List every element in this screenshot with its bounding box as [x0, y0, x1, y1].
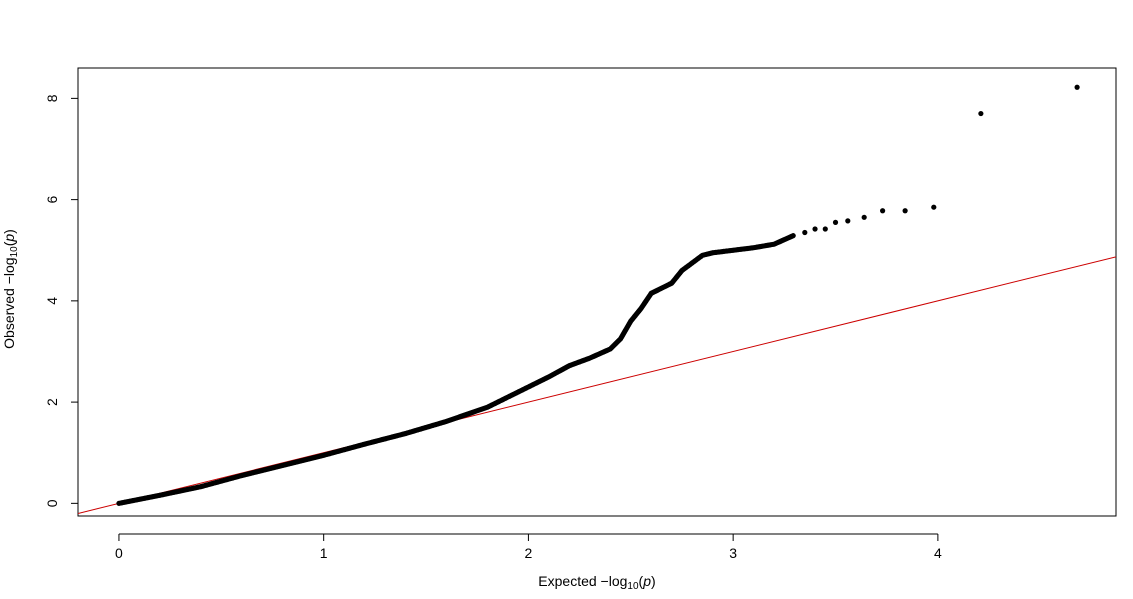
y-tick-label: 6: [44, 196, 60, 204]
data-point: [1074, 84, 1080, 90]
y-tick-label: 8: [44, 94, 60, 102]
x-tick-label: 4: [934, 545, 942, 561]
x-axis-label-variable: p: [642, 573, 651, 589]
y-tick-label: 2: [44, 398, 60, 406]
reference-line: [78, 256, 1116, 514]
y-axis-label: Observed −log10(p): [1, 229, 20, 349]
y-tick-label: 4: [44, 297, 60, 305]
x-axis-label-subscript: 10: [627, 581, 639, 592]
y-axis: 0 2 4 6 8: [44, 94, 79, 507]
y-axis-label-close-paren: ): [1, 229, 17, 234]
x-axis-label-open-paren: (: [639, 573, 644, 589]
y-axis-label-variable: p: [1, 234, 17, 243]
data-point: [822, 226, 828, 232]
data-point: [931, 204, 937, 210]
data-point: [790, 233, 796, 239]
y-axis-label-text: Observed −log: [1, 257, 17, 348]
data-points: [116, 84, 1080, 506]
data-point: [978, 110, 984, 117]
x-tick-label: 2: [525, 545, 533, 561]
plot-frame: [77, 67, 1117, 517]
y-axis-label-subscript: 10: [9, 246, 20, 258]
x-axis-label-close-paren: ): [651, 573, 656, 589]
data-point: [845, 218, 851, 224]
y-tick-label: 0: [44, 499, 60, 507]
data-point: [802, 229, 808, 236]
data-point: [880, 208, 886, 214]
x-tick-label: 0: [115, 545, 123, 561]
x-axis-label: Expected −log10(p): [538, 573, 655, 592]
data-point: [861, 214, 867, 220]
y-axis-label-open-paren: (: [1, 241, 17, 246]
data-point: [812, 226, 818, 232]
x-axis: 0 1 2 3 4: [115, 533, 942, 561]
x-axis-label-text: Expected −log: [538, 573, 627, 589]
data-point: [832, 219, 839, 225]
x-tick-label: 3: [729, 545, 737, 561]
data-point: [902, 208, 908, 214]
x-tick-label: 1: [320, 545, 328, 561]
